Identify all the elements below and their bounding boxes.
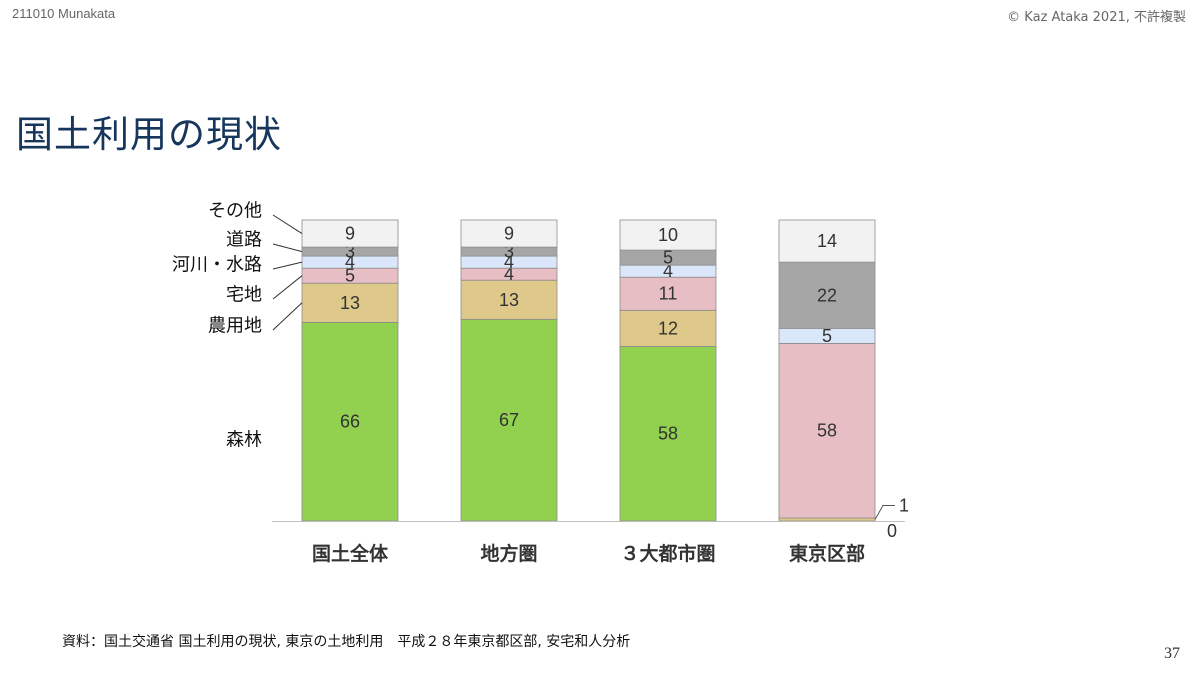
legend-leader-1 [272, 302, 303, 331]
legend-leader-3 [272, 261, 303, 270]
data-label-c2-s1: 12 [658, 318, 678, 338]
bar-segment-c3-s2 [778, 343, 876, 519]
data-label-c3-s1: 1 [899, 495, 909, 515]
data-label-c3-s4: 22 [817, 285, 837, 305]
data-label-c3-s5: 14 [817, 231, 837, 251]
data-label-c3-s0: 0 [887, 521, 897, 541]
legend-layer: 森林 農用地 宅地 河川・水路 道路 その他 [172, 201, 303, 451]
bar-segment-c2-s0 [619, 346, 717, 522]
bar-segment-c1-s1 [460, 279, 558, 320]
bar-segment-c1-s5 [460, 219, 558, 248]
legend-label-2: 宅地 [226, 285, 262, 306]
page-title: 国土利用の現状 [16, 113, 282, 156]
bar-segment-c0-s5 [301, 219, 399, 248]
category-label-1: 地方圏 [480, 542, 537, 565]
data-label-c0-s0: 66 [340, 412, 360, 432]
legend-label-0: 森林 [226, 430, 262, 451]
legend-label-4: 道路 [226, 230, 262, 251]
bar-segment-c2-s1 [619, 309, 717, 347]
data-label-c1-s3: 4 [504, 252, 514, 272]
legend-leader-5 [272, 214, 303, 234]
bars-layer: 66135439国土全体67134439地方圏5812114510３大都市圏15… [301, 219, 909, 565]
data-label-c1-s4: 3 [504, 242, 514, 262]
data-label-c0-s4: 3 [345, 242, 355, 262]
category-label-2: ３大都市圏 [620, 542, 715, 565]
data-label-c2-s2: 11 [659, 284, 678, 304]
legend-label-5: その他 [208, 201, 262, 222]
data-label-c2-s0: 58 [658, 424, 678, 444]
category-label-0: 国土全体 [312, 542, 389, 565]
bar-segment-c1-s0 [460, 318, 558, 522]
data-label-c0-s2: 5 [345, 266, 355, 286]
bar-segment-c2-s2 [619, 276, 717, 311]
data-label-c1-s2: 4 [504, 264, 514, 284]
legend-leader-4 [272, 243, 303, 253]
bar-segment-c2-s5 [619, 219, 717, 251]
page-number: 37 [1164, 645, 1180, 662]
data-label-c2-s3: 4 [663, 261, 673, 281]
bar-segment-c3-s1 [778, 517, 876, 522]
data-label-c0-s1: 13 [340, 293, 360, 313]
data-label-c0-s5: 9 [345, 224, 355, 244]
data-label-c2-s5: 10 [658, 225, 678, 245]
bar-segment-c3-s5 [778, 219, 876, 263]
data-label-c1-s1: 13 [499, 290, 519, 310]
category-label-3: 東京区部 [789, 542, 865, 565]
data-label-c3-s3: 5 [822, 326, 832, 346]
data-label-c0-s3: 4 [345, 252, 355, 272]
data-label-c1-s0: 67 [499, 410, 519, 430]
header-date-location: 211010 Munakata [12, 6, 116, 21]
legend-leader-2 [272, 275, 303, 300]
legend-label-1: 農用地 [208, 316, 262, 337]
data-label-c3-s2: 58 [817, 421, 837, 441]
source-note: 資料：国土交通省 国土利用の現状, 東京の土地利用 平成２８年東京都区部, 安宅… [62, 634, 631, 650]
data-label-c1-s5: 9 [504, 224, 514, 244]
legend-label-3: 河川・水路 [172, 255, 262, 276]
header-copyright: © Kaz Ataka 2021, 不許複製 [1007, 10, 1186, 25]
data-label-c2-s4: 5 [663, 248, 673, 268]
data-label-leader-c3-s1 [874, 504, 895, 520]
bar-segment-c3-s4 [778, 261, 876, 329]
